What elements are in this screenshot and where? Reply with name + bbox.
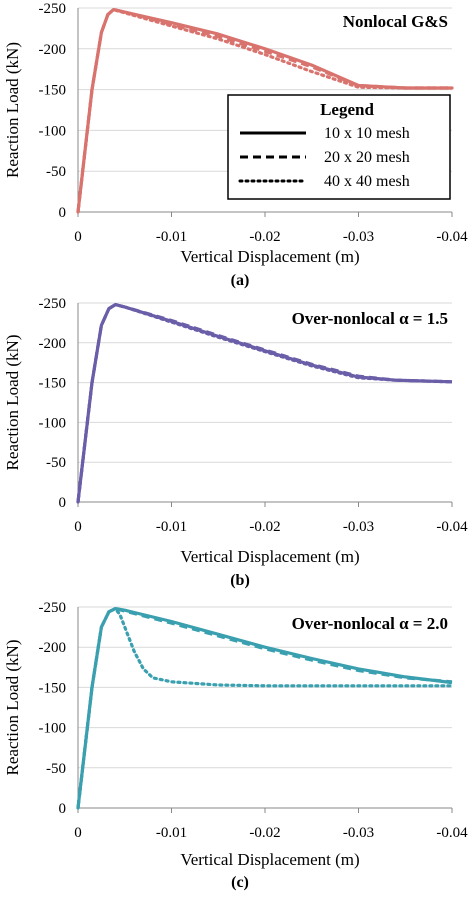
x-tick-label: -0.02 — [249, 229, 280, 245]
legend-title: Legend — [320, 100, 374, 119]
panel-label: (a) — [231, 272, 250, 289]
y-tick-label: -50 — [46, 455, 66, 471]
chart-panel-3: 0 -50 -100 -150 -200 -250 0 -0.01 -0.02 -0.03 -0.0… — [3, 600, 468, 891]
series-line-dotted — [76, 8, 454, 214]
legend-entry: 40 x 40 mesh — [324, 173, 410, 190]
x-tick-label: 0 — [74, 519, 82, 535]
y-tick-label: -100 — [39, 415, 67, 431]
series-line-dashed — [76, 607, 453, 809]
x-tick-label: -0.04 — [436, 825, 468, 841]
x-tick-label: -0.04 — [436, 519, 468, 535]
y-tick-label: -50 — [46, 164, 66, 180]
x-tick-label: -0.03 — [343, 825, 374, 841]
series-line-solid — [76, 303, 453, 503]
panel-label: (c) — [231, 874, 249, 891]
x-tick-label: -0.01 — [156, 519, 187, 535]
series-line-dashed — [76, 8, 452, 213]
x-axis-label: Vertical Displacement (m) — [180, 547, 359, 566]
legend: Legend 10 x 10 mesh 20 x 20 mesh 40 x 40 me… — [227, 94, 451, 200]
y-tick-label: -250 — [39, 600, 67, 616]
y-axis-label: Reaction Load (kN) — [3, 335, 22, 471]
y-tick-label: -50 — [46, 761, 66, 777]
y-axis-label: Reaction Load (kN) — [3, 640, 22, 776]
y-tick-label: -200 — [39, 640, 67, 656]
y-tick-label: -150 — [39, 83, 67, 99]
x-tick-label: 0 — [74, 229, 82, 245]
legend-entry: 10 x 10 mesh — [324, 125, 410, 142]
y-tick-label: -200 — [39, 42, 67, 58]
x-tick-label: -0.01 — [156, 825, 187, 841]
x-tick-label: 0 — [74, 825, 82, 841]
x-axis-label: Vertical Displacement (m) — [180, 247, 359, 266]
y-tick-label: -250 — [39, 1, 67, 17]
y-tick-label: -150 — [39, 680, 67, 696]
series-line-solid — [76, 607, 453, 809]
y-tick-label: 0 — [59, 801, 67, 817]
chart-panel-1: 0 -50 -100 -150 -200 -250 0 -0.01 -0.02 -0.03 -0.0… — [3, 1, 468, 289]
series-line-dotted — [76, 607, 454, 810]
x-tick-label: -0.03 — [343, 519, 374, 535]
x-axis-label: Vertical Displacement (m) — [180, 850, 359, 869]
series-line-dashed — [76, 303, 453, 503]
y-tick-label: 0 — [59, 205, 67, 221]
y-tick-label: -250 — [39, 296, 67, 312]
legend-entry: 20 x 20 mesh — [324, 149, 410, 166]
panel-label: (b) — [230, 572, 250, 589]
panel-title: Over-nonlocal α = 2.0 — [292, 614, 448, 633]
chart-panel-2: 0 -50 -100 -150 -200 -250 0 -0.01 -0.02 -0.03 -0.0… — [3, 296, 468, 589]
x-tick-label: -0.02 — [249, 825, 280, 841]
x-tick-label: -0.01 — [156, 229, 187, 245]
y-tick-label: 0 — [59, 495, 67, 511]
x-tick-label: -0.03 — [343, 229, 374, 245]
y-axis-label: Reaction Load (kN) — [3, 42, 22, 178]
x-tick-label: -0.02 — [249, 519, 280, 535]
panel-title: Over-nonlocal α = 1.5 — [292, 309, 448, 328]
series-line-dotted — [76, 303, 454, 504]
x-tick-label: -0.04 — [436, 229, 468, 245]
y-tick-label: -150 — [39, 376, 67, 392]
panel-title: Nonlocal G&S — [343, 12, 448, 31]
y-tick-label: -100 — [39, 123, 67, 139]
y-tick-label: -100 — [39, 721, 67, 737]
y-tick-label: -200 — [39, 336, 67, 352]
